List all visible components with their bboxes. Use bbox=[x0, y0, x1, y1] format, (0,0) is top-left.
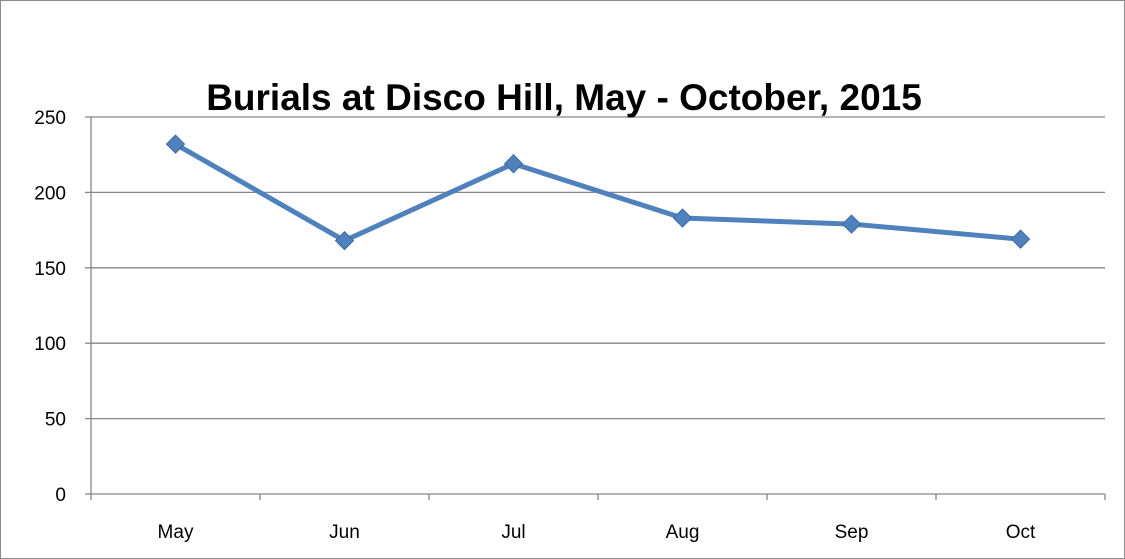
x-tick-label: May bbox=[158, 522, 194, 543]
data-point-sep bbox=[841, 214, 862, 234]
data-point-oct bbox=[1010, 229, 1031, 249]
x-tick-label: Sep bbox=[835, 522, 869, 543]
chart-title: Burials at Disco Hill, May - October, 20… bbox=[206, 77, 922, 118]
x-tick-label: Oct bbox=[1006, 522, 1036, 543]
y-tick-label: 50 bbox=[45, 410, 66, 431]
x-tick-label: Jun bbox=[329, 522, 360, 543]
data-point-may bbox=[165, 134, 186, 154]
series bbox=[165, 134, 1031, 251]
y-tick-label: 0 bbox=[55, 485, 66, 506]
data-point-jun bbox=[334, 230, 355, 251]
grid-lines bbox=[91, 116, 1105, 420]
y-tick-label: 150 bbox=[34, 259, 66, 280]
x-tick-label: Jul bbox=[501, 522, 525, 543]
x-axis-tick-labels: May Jun Jul Aug Sep Oct bbox=[158, 522, 1036, 543]
series-line bbox=[173, 141, 1023, 244]
y-tick-label: 200 bbox=[34, 183, 66, 204]
y-tick-label: 100 bbox=[34, 334, 66, 355]
axes bbox=[85, 116, 1106, 500]
data-point-aug bbox=[672, 208, 693, 228]
y-tick-label: 250 bbox=[34, 108, 66, 129]
x-tick-label: Aug bbox=[666, 522, 700, 543]
data-point-jul bbox=[503, 154, 524, 174]
y-axis-tick-labels: 0 50 100 150 200 250 bbox=[34, 108, 66, 506]
